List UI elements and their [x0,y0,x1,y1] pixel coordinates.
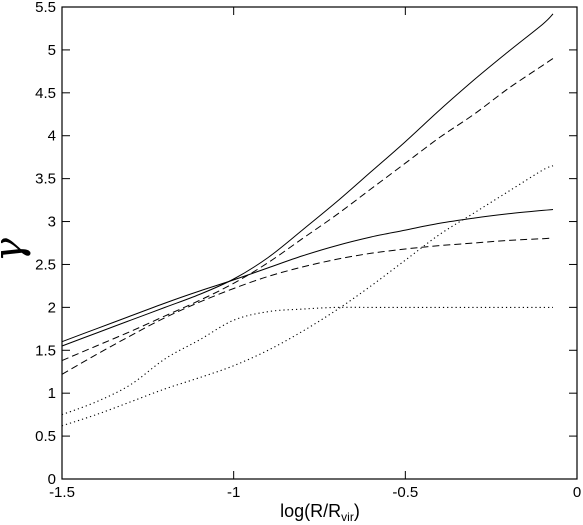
series-line-5-dotted [61,306,553,416]
plot-area [61,13,554,427]
y-tick-label: 2 [48,299,56,316]
y-tick-label: 3.5 [35,171,56,188]
x-axis-label: log(R/Rvir) [280,501,360,524]
axes: -1.5 -1 -0.5 0 0 0.5 1 1.5 2 2.5 3 3.5 4 4.5 5 5.5 [35,0,581,501]
y-tick-label: 1.5 [35,342,56,359]
series-line-3-dashed [61,58,554,362]
y-tick-label: 4 [48,128,56,145]
y-tick-label: 5.5 [35,0,56,16]
x-tick-label: -1 [227,484,240,501]
x-axis-label-subscript: vir [341,510,354,524]
y-tick-label: 0 [48,471,56,488]
x-tick-label: -0.5 [392,484,418,501]
x-axis-label-main: log(R/R [280,501,341,521]
plot-frame [61,6,578,480]
y-tick-label: 2.5 [35,256,56,273]
y-tick-label: 0.5 [35,428,56,445]
x-tick-label: 0 [573,484,581,501]
series-line-6-dotted [61,165,554,427]
series-line-2-solid [61,209,554,343]
y-tick-label: 4.5 [35,85,56,102]
series-line-1-solid [61,13,554,347]
axis-labels: γ log(R/Rvir) [0,238,360,524]
y-tick-label: 3 [48,214,56,231]
x-axis-label-close: ) [354,501,360,521]
series-line-4-dashed [61,237,554,375]
x-tick-label: -1.5 [49,484,75,501]
y-axis-label: γ [0,238,32,262]
y-tick-label: 1 [48,385,56,402]
y-tick-label: 5 [48,42,56,59]
